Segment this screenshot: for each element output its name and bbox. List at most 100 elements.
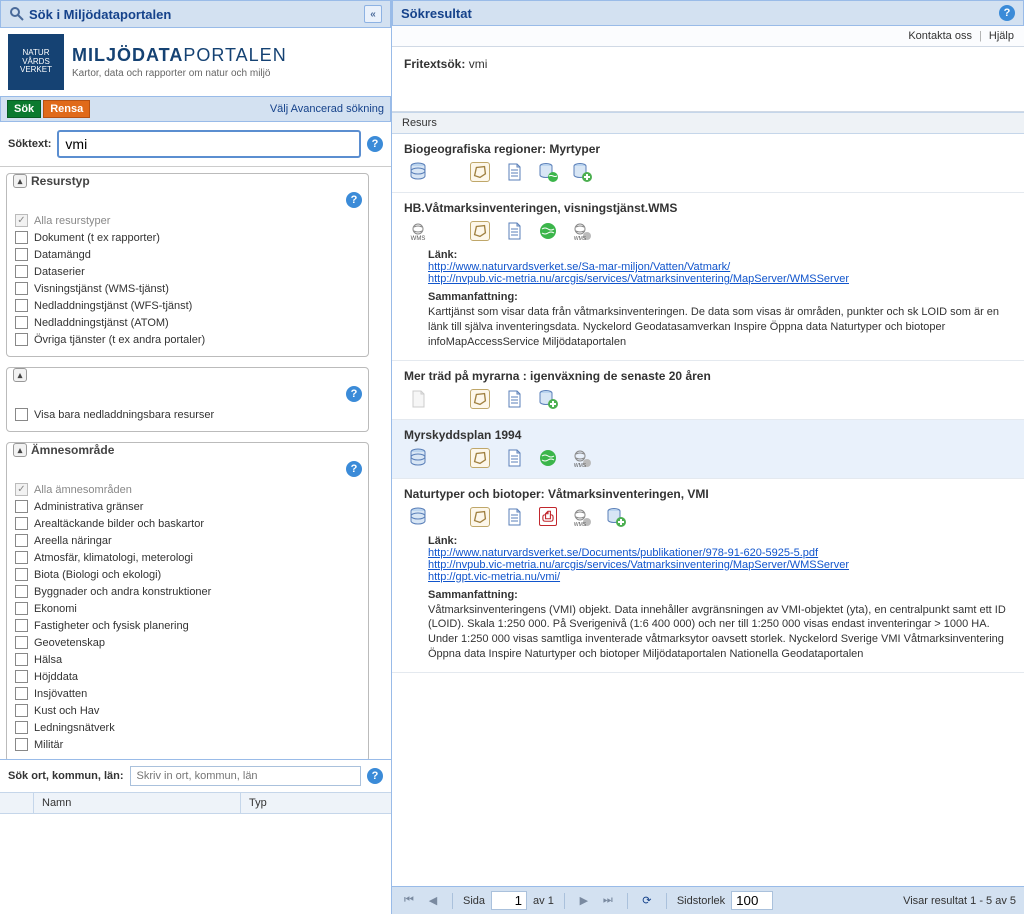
clear-button[interactable]: Rensa [43, 100, 90, 118]
result-title: Naturtyper och biotoper: Våtmarksinvente… [404, 487, 1012, 501]
contact-link[interactable]: Kontakta oss [908, 30, 972, 42]
polygon-icon[interactable] [470, 162, 490, 182]
checkbox-row[interactable]: Nedladdningstjänst (ATOM) [15, 314, 360, 331]
result-link[interactable]: http://gpt.vic-metria.nu/vmi/ [428, 571, 1012, 583]
checkbox-row[interactable]: Administrativa gränser [15, 498, 360, 515]
database-add-icon[interactable] [538, 389, 558, 409]
checkbox-row[interactable]: Byggnader och andra konstruktioner [15, 583, 360, 600]
help-icon[interactable]: ? [367, 136, 383, 152]
page-icon[interactable] [504, 448, 524, 468]
database-icon[interactable] [408, 448, 428, 468]
checkbox-row[interactable]: Insjövatten [15, 685, 360, 702]
search-text-row: Söktext: ? [0, 122, 391, 166]
wms-globe-icon[interactable]: WMS [572, 221, 592, 241]
top-links: Kontakta oss | Hjälp [392, 26, 1024, 47]
page-icon[interactable] [504, 507, 524, 527]
checkbox-row[interactable]: Dataserier [15, 263, 360, 280]
column-typ[interactable]: Typ [241, 793, 391, 813]
database-globe-icon[interactable] [538, 162, 558, 182]
checkbox-row[interactable]: Biota (Biologi och ekologi) [15, 566, 360, 583]
collapse-icon[interactable]: ▴ [13, 368, 27, 382]
pagesize-input[interactable] [731, 891, 773, 910]
checkbox-row[interactable]: Hälsa [15, 651, 360, 668]
polygon-icon[interactable] [470, 221, 490, 241]
help-icon[interactable]: ? [346, 461, 362, 477]
checkbox-label: Atmosfär, klimatologi, meterologi [34, 552, 193, 564]
database-icon[interactable] [408, 162, 428, 182]
pdf-icon[interactable]: ⎙ [538, 507, 558, 527]
checkbox-row[interactable]: Visa bara nedladdningsbara resurser [15, 406, 360, 423]
page-icon[interactable] [504, 221, 524, 241]
polygon-icon[interactable] [470, 389, 490, 409]
checkbox-row[interactable]: Datamängd [15, 246, 360, 263]
result-link[interactable]: http://www.naturvardsverket.se/Sa-mar-mi… [428, 261, 1012, 273]
checkbox-row[interactable]: Areella näringar [15, 532, 360, 549]
help-link[interactable]: Hjälp [989, 30, 1014, 42]
globe-icon[interactable] [538, 221, 558, 241]
checkbox-row[interactable]: Höjddata [15, 668, 360, 685]
wms-globe-icon[interactable]: WMS [572, 507, 592, 527]
checkbox-row[interactable]: Visningstjänst (WMS-tjänst) [15, 280, 360, 297]
database-icon[interactable] [408, 507, 428, 527]
column-namn[interactable]: Namn [34, 793, 241, 813]
checkbox-row[interactable]: Nedladdningstjänst (WFS-tjänst) [15, 297, 360, 314]
checkbox-label: Militär [34, 739, 63, 751]
checkbox-row[interactable]: ✓ Alla resurstyper [15, 212, 360, 229]
result-item[interactable]: Myrskyddsplan 1994WMS [392, 420, 1024, 479]
prev-page-button[interactable]: ◀ [424, 892, 442, 910]
place-search-input[interactable] [130, 766, 361, 786]
help-icon[interactable]: ? [346, 192, 362, 208]
polygon-icon[interactable] [470, 448, 490, 468]
paging-bar: ⏮ ◀ Sida av 1 ▶ ⏭ ⟳ Sidstorlek Visar res… [392, 886, 1024, 914]
page-input[interactable] [491, 891, 527, 910]
svg-text:WMS: WMS [574, 463, 587, 468]
checkbox-icon [15, 653, 28, 666]
facet-scroll[interactable]: ▴ Resurstyp ? ✓ Alla resurstyper Dokumen… [0, 166, 391, 759]
wms-icon[interactable]: WMS [408, 221, 428, 241]
collapse-icon[interactable]: ▴ [13, 443, 27, 457]
checkbox-row[interactable]: Ekonomi [15, 600, 360, 617]
wms-globe-icon[interactable]: WMS [572, 448, 592, 468]
advanced-search-link[interactable]: Välj Avancerad sökning [270, 103, 384, 115]
database-add-icon[interactable] [606, 507, 626, 527]
page-icon[interactable] [504, 162, 524, 182]
first-page-button[interactable]: ⏮ [400, 892, 418, 910]
globe-icon[interactable] [538, 448, 558, 468]
checkbox-row[interactable]: ✓ Alla ämnesområden [15, 481, 360, 498]
checkbox-label: Ekonomi [34, 603, 77, 615]
database-add-icon[interactable] [572, 162, 592, 182]
polygon-icon[interactable] [470, 507, 490, 527]
search-text-label: Söktext: [8, 138, 51, 150]
page-blank-icon[interactable] [408, 389, 428, 409]
checkbox-row[interactable]: Geovetenskap [15, 634, 360, 651]
column-resurs[interactable]: Resurs [392, 112, 1024, 134]
refresh-button[interactable]: ⟳ [638, 892, 656, 910]
result-link[interactable]: http://www.naturvardsverket.se/Documents… [428, 547, 1012, 559]
search-button[interactable]: Sök [7, 100, 41, 118]
help-icon[interactable]: ? [999, 5, 1015, 21]
checkbox-row[interactable]: Ledningsnätverk [15, 719, 360, 736]
checkbox-row[interactable]: Dokument (t ex rapporter) [15, 229, 360, 246]
last-page-button[interactable]: ⏭ [599, 892, 617, 910]
checkbox-row[interactable]: Övriga tjänster (t ex andra portaler) [15, 331, 360, 348]
results-list[interactable]: Biogeografiska regioner: MyrtyperHB.Våtm… [392, 134, 1024, 886]
result-link[interactable]: http://nvpub.vic-metria.nu/arcgis/servic… [428, 273, 1012, 285]
collapse-icon[interactable]: ▴ [13, 174, 27, 188]
result-item[interactable]: Naturtyper och biotoper: Våtmarksinvente… [392, 479, 1024, 673]
checkbox-row[interactable]: Fastigheter och fysisk planering [15, 617, 360, 634]
page-icon[interactable] [504, 389, 524, 409]
result-item[interactable]: Mer träd på myrarna : igenväxning de sen… [392, 361, 1024, 420]
next-page-button[interactable]: ▶ [575, 892, 593, 910]
result-item[interactable]: Biogeografiska regioner: Myrtyper [392, 134, 1024, 193]
search-input[interactable] [57, 130, 361, 158]
checkbox-row[interactable]: Kust och Hav [15, 702, 360, 719]
help-icon[interactable]: ? [346, 386, 362, 402]
result-link[interactable]: http://nvpub.vic-metria.nu/arcgis/servic… [428, 559, 1012, 571]
checkbox-row[interactable]: Militär [15, 736, 360, 753]
result-details: Länk:http://www.naturvardsverket.se/Docu… [428, 535, 1012, 662]
checkbox-row[interactable]: Arealtäckande bilder och baskartor [15, 515, 360, 532]
collapse-left-button[interactable]: « [364, 5, 382, 23]
help-icon[interactable]: ? [367, 768, 383, 784]
checkbox-row[interactable]: Atmosfär, klimatologi, meterologi [15, 549, 360, 566]
result-item[interactable]: HB.Våtmarksinventeringen, visningstjänst… [392, 193, 1024, 361]
